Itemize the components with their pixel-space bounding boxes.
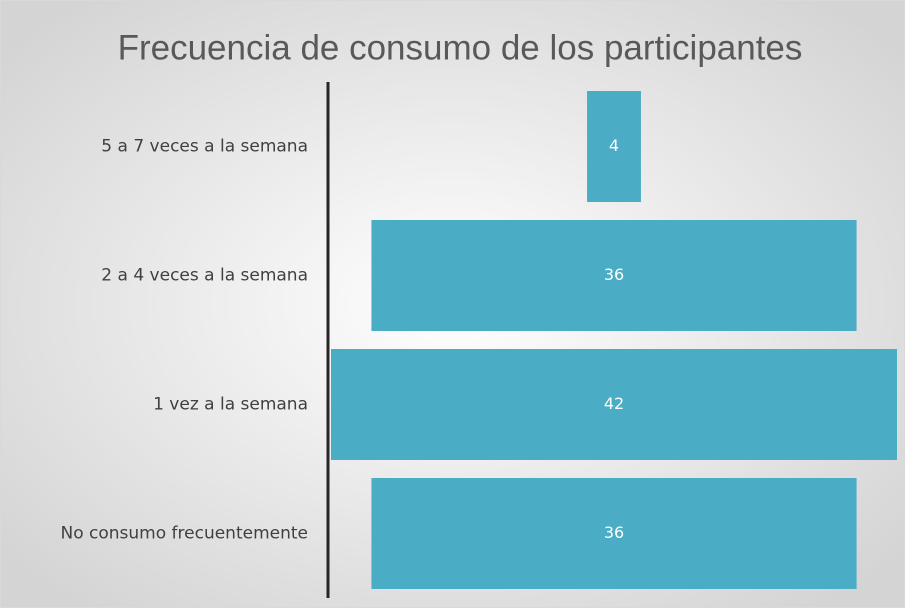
bar — [371, 220, 857, 331]
bar — [587, 91, 641, 202]
category-label: 1 vez a la semana — [153, 395, 308, 415]
bar — [371, 478, 857, 589]
category-label: 5 a 7 veces a la semana — [101, 137, 308, 157]
category-label: No consumo frecuentemente — [61, 524, 309, 544]
category-label: 2 a 4 veces a la semana — [101, 266, 308, 286]
bar — [331, 349, 897, 460]
value-label: 36 — [604, 523, 624, 542]
value-label: 4 — [609, 136, 619, 155]
value-label: 42 — [604, 394, 624, 413]
chart-title: Frecuencia de consumo de los participant… — [118, 28, 803, 67]
plot — [331, 91, 897, 589]
value-label: 36 — [604, 265, 624, 284]
